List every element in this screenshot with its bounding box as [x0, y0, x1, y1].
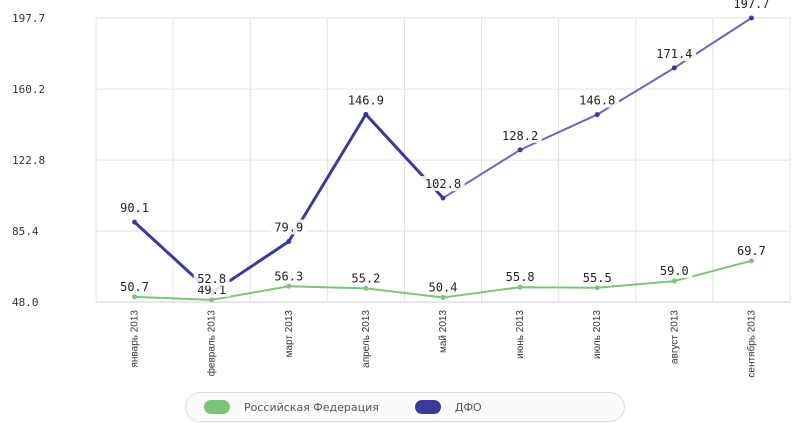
data-label-dfo: 102.8: [425, 177, 461, 191]
data-label-bg: [270, 268, 307, 284]
point-rf[interactable]: [440, 294, 446, 300]
data-label-dfo: 79.9: [274, 220, 303, 234]
data-label-bg: [193, 270, 230, 286]
point-dfo[interactable]: [132, 219, 138, 225]
point-dfo[interactable]: [440, 195, 446, 201]
data-label-bg: [575, 92, 619, 108]
legend-label-rf: Российская Федерация: [244, 400, 379, 414]
series-points: [132, 15, 754, 303]
series-line-dfo: [133, 111, 445, 295]
point-rf[interactable]: [594, 285, 600, 291]
y-tick-label: 48.0: [12, 296, 39, 309]
x-tick-label: май 2013: [438, 310, 449, 353]
data-label-rf: 56.3: [274, 269, 303, 283]
legend: Российская Федерация ДФО: [185, 392, 625, 422]
data-label-rf: 55.5: [583, 271, 612, 285]
y-tick-label: 85.4: [12, 225, 39, 238]
point-dfo[interactable]: [748, 15, 754, 21]
legend-item-dfo[interactable]: ДФО: [414, 400, 482, 414]
data-label-bg: [421, 176, 465, 192]
x-axis: январь 2013 февраль 2013 март 2013 апрель 2…: [130, 310, 758, 378]
y-tick-label: 197.7: [12, 12, 45, 25]
point-rf[interactable]: [209, 297, 215, 303]
data-label-bg: [425, 279, 461, 295]
point-rf[interactable]: [517, 284, 523, 290]
point-dfo[interactable]: [671, 65, 677, 71]
data-label-rf: 55.2: [351, 271, 380, 285]
point-rf[interactable]: [671, 278, 677, 284]
point-rf[interactable]: [286, 283, 292, 289]
data-label-rf: 55.8: [506, 270, 535, 284]
point-rf[interactable]: [132, 294, 138, 300]
data-label-bg: [116, 200, 153, 216]
point-rf[interactable]: [363, 285, 369, 291]
data-label-bg: [344, 92, 388, 108]
data-label-bg: [498, 127, 542, 143]
x-tick-label: июль 2013: [592, 310, 603, 359]
data-label-bg: [733, 242, 770, 258]
data-label-dfo: 171.4: [656, 47, 692, 61]
data-label-rf: 59.0: [660, 264, 689, 278]
point-dfo[interactable]: [517, 147, 523, 153]
legend-item-rf[interactable]: Российская Федерация: [204, 400, 379, 414]
y-tick-label: 160.2: [12, 83, 45, 96]
data-label-bg: [729, 0, 774, 11]
series-line-dfo-2: [442, 17, 752, 199]
data-label-bg: [652, 45, 697, 61]
data-label-dfo: 52.8: [197, 272, 226, 286]
point-dfo[interactable]: [363, 111, 369, 117]
x-tick-label: август 2013: [669, 310, 680, 364]
data-label-bg: [270, 219, 307, 235]
x-tick-label: февраль 2013: [206, 310, 218, 377]
data-label-rf: 49.1: [197, 283, 226, 297]
point-rf[interactable]: [748, 258, 754, 264]
data-label-dfo: 197.7: [733, 0, 769, 11]
legend-swatch-dfo: [414, 400, 441, 414]
x-tick-label: апрель 2013: [361, 310, 372, 368]
data-label-rf: 69.7: [737, 244, 766, 258]
data-label-bg: [579, 269, 616, 285]
data-label-dfo: 146.9: [348, 93, 384, 107]
data-label-dfo: 146.8: [579, 94, 615, 108]
x-tick-label: сентябрь 2013: [745, 310, 757, 378]
point-dfo[interactable]: [594, 112, 600, 118]
data-label-bg: [656, 263, 693, 279]
legend-label-dfo: ДФО: [454, 400, 482, 414]
data-label-bg: [347, 270, 384, 286]
data-label-bg: [502, 269, 539, 285]
point-dfo[interactable]: [286, 238, 292, 244]
y-axis: 48.0 85.4 122.8 160.2 197.7: [12, 12, 45, 309]
data-label-rf: 50.7: [120, 280, 149, 294]
legend-swatch-rf: [204, 400, 230, 414]
y-tick-label: 122.8: [12, 154, 45, 167]
data-label-bg: [116, 278, 153, 294]
x-tick-label: январь 2013: [130, 310, 141, 368]
data-label-rf: 50.4: [429, 280, 458, 294]
x-tick-label: март 2013: [284, 310, 295, 358]
data-label-dfo: 90.1: [120, 201, 149, 215]
x-tick-label: июнь 2013: [515, 310, 526, 359]
data-labels: 50.7 49.1 56.3 55.2 50.4 55.8 55.5 59.0 69.7 90.1…: [116, 0, 774, 297]
data-label-dfo: 128.2: [502, 129, 538, 143]
